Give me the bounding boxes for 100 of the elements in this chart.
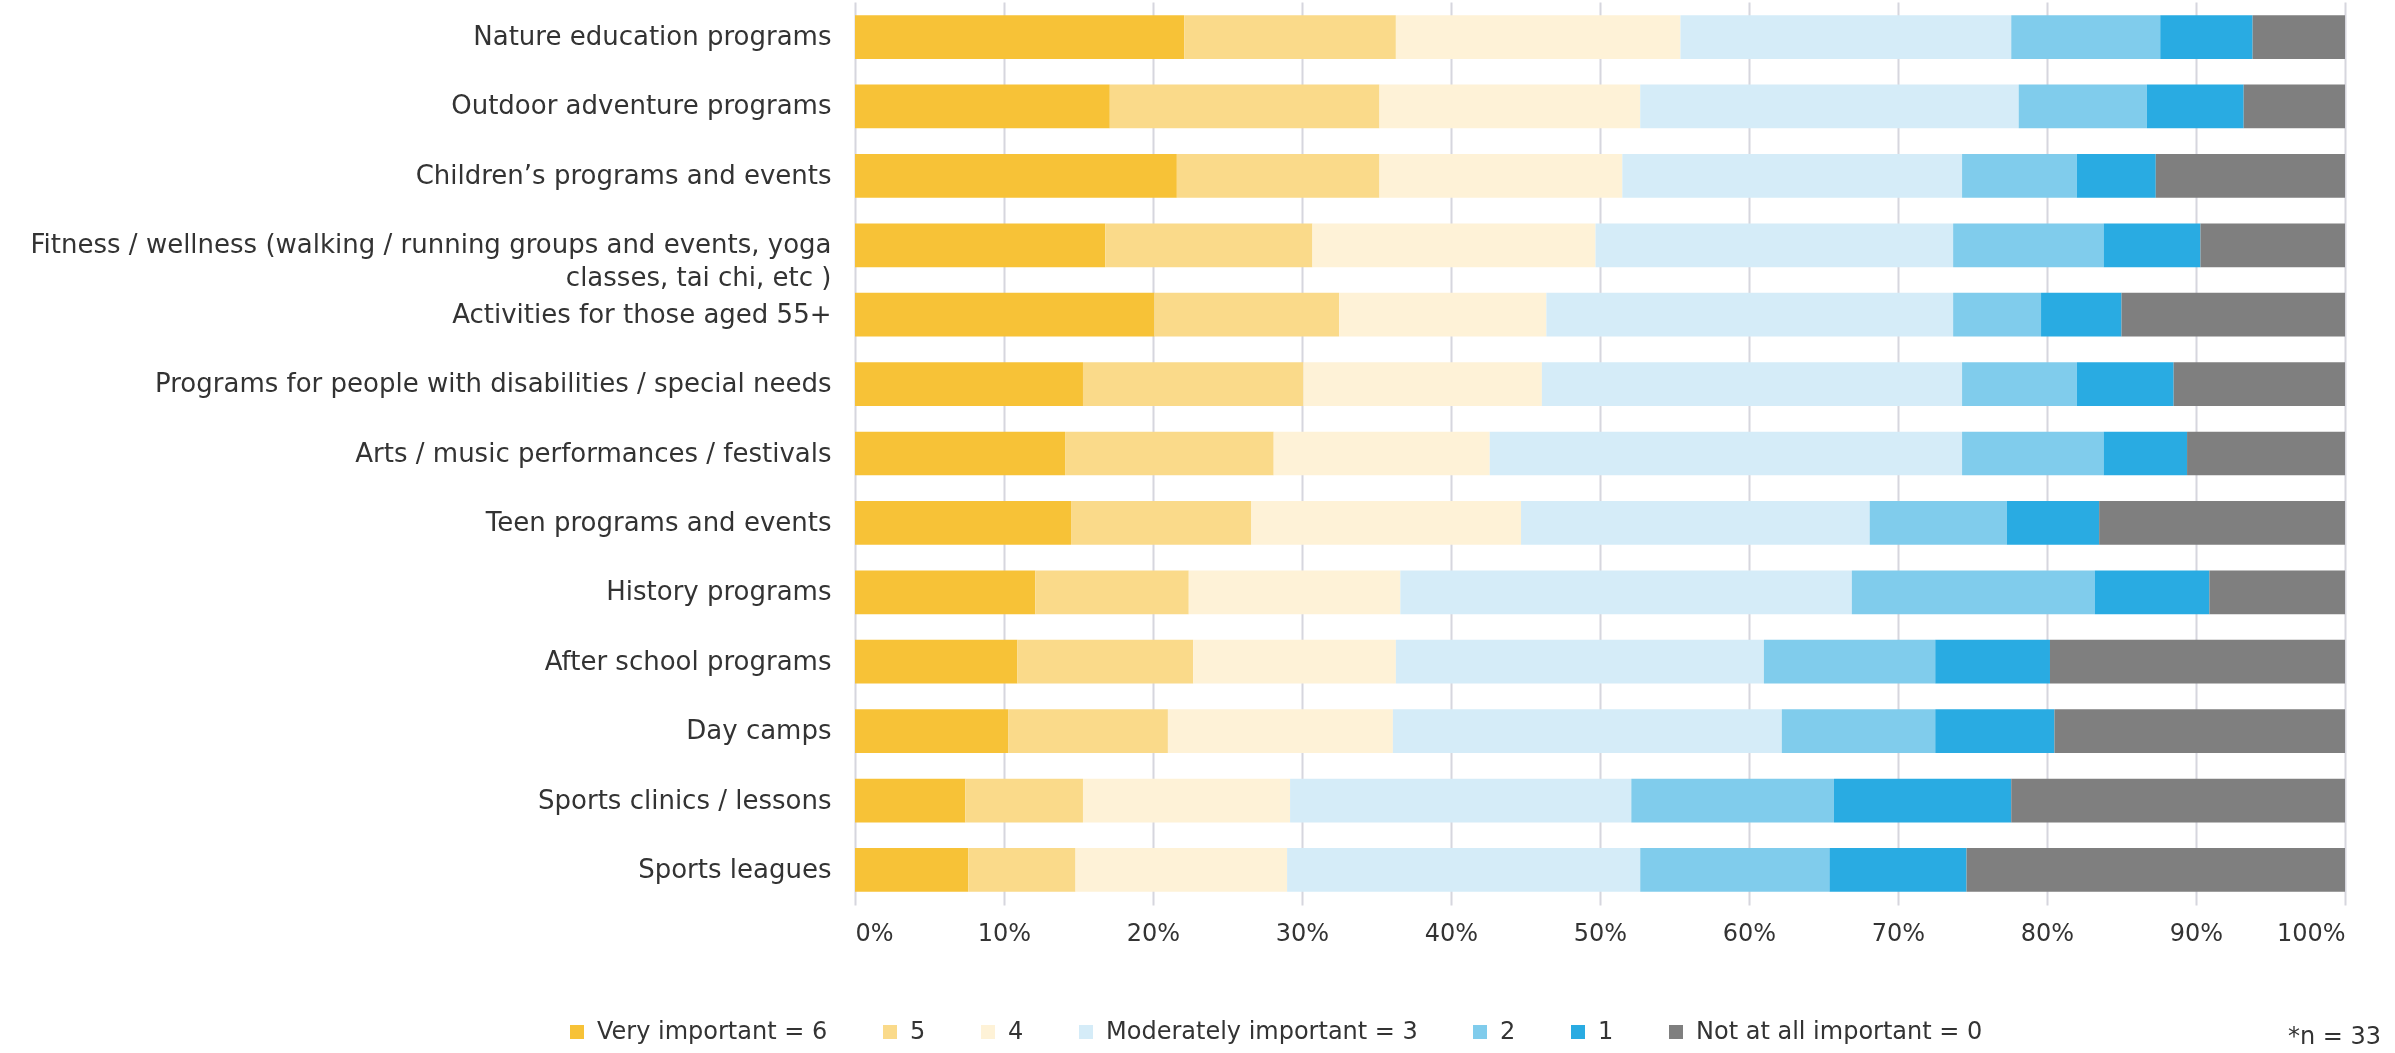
y-tick-label: Sports leagues [638, 853, 832, 884]
legend-label: 4 [1008, 1017, 1024, 1045]
bar [1829, 848, 1967, 892]
bar [1935, 639, 2050, 684]
bar [2155, 154, 2345, 198]
bar [1962, 362, 2077, 406]
bar [2094, 570, 2210, 615]
bar [1521, 501, 1870, 545]
y-tick-label: Activities for those aged 55+ [452, 298, 832, 329]
y-tick-label: Fitness / wellness (walking / running groups and events, yoga classes, tai chi, etc ) [30, 229, 832, 293]
bar [1379, 154, 1623, 198]
bar [1109, 84, 1380, 129]
x-tick-label: 40% [1424, 918, 1479, 947]
legend-label: Very important = 6 [597, 1017, 828, 1045]
bar [2200, 223, 2345, 268]
bar [1082, 778, 1291, 823]
bar [1962, 431, 2104, 476]
bar [1392, 709, 1782, 753]
bar [2146, 84, 2244, 129]
x-tick-label: 70% [1871, 918, 1926, 947]
bar [1546, 292, 1954, 337]
bar [1312, 223, 1596, 268]
bar [2209, 570, 2345, 615]
bar [1489, 431, 1963, 476]
bar [1303, 362, 1542, 406]
bar [1273, 431, 1490, 476]
bar [1851, 570, 2095, 615]
bar [1640, 84, 2019, 129]
x-tick-label: 20% [1126, 918, 1181, 947]
y-tick-label: Children’s programs and events [415, 159, 832, 190]
bar [1763, 639, 1936, 684]
y-tick-label: Programs for people with disabilities / special needs [155, 368, 832, 399]
bar [2011, 15, 2161, 59]
bar [2054, 709, 2345, 753]
bar [1339, 292, 1547, 337]
bar [1833, 778, 2012, 823]
bar [2076, 362, 2174, 406]
bar [855, 501, 1072, 545]
y-tick-label: After school programs [544, 645, 832, 676]
bar [1193, 639, 1396, 684]
bar [1869, 501, 2007, 545]
legend-label: 2 [1500, 1017, 1516, 1045]
bar [855, 431, 1066, 476]
bar [1176, 154, 1380, 198]
x-tick-label: 80% [2020, 918, 2075, 947]
bar [1953, 292, 2042, 337]
x-tick-label: 0% [855, 918, 894, 947]
bar [1962, 154, 2077, 198]
bar [1400, 570, 1852, 615]
bar [2173, 362, 2345, 406]
bar [2252, 15, 2345, 59]
x-tick-label: 50% [1573, 918, 1628, 947]
x-tick-label: 10% [977, 918, 1032, 947]
bar [1167, 709, 1393, 753]
bar [855, 570, 1036, 615]
bar [1622, 154, 1963, 198]
bar [1188, 570, 1401, 615]
bar [855, 154, 1177, 198]
bar [1017, 639, 1194, 684]
bar [2160, 15, 2253, 59]
bar [1071, 501, 1252, 545]
legend-label: Moderately important = 3 [1106, 1017, 1418, 1045]
bar [855, 292, 1155, 337]
bar [2049, 639, 2345, 684]
y-tick-label: Outdoor adventure programs [451, 90, 832, 121]
bar [2076, 154, 2156, 198]
bar [1035, 570, 1189, 615]
bar [1251, 501, 1522, 545]
bar [1290, 778, 1632, 823]
legend-label: Not at all important = 0 [1696, 1017, 1983, 1045]
bar [2121, 292, 2345, 337]
y-tick-label: Day camps [686, 715, 832, 746]
y-tick-label: Nature education programs [473, 21, 832, 52]
x-tick-label: 90% [2169, 918, 2224, 947]
bar [855, 639, 1018, 684]
bar [855, 362, 1083, 406]
bar [855, 778, 966, 823]
bar [2103, 223, 2201, 268]
legend-label: 1 [1598, 1017, 1614, 1045]
bar [1184, 15, 1396, 59]
bar [2041, 292, 2122, 337]
bar [1065, 431, 1274, 476]
bar [855, 84, 1110, 129]
bar [1781, 709, 1936, 753]
x-tick-label: 30% [1275, 918, 1330, 947]
bar [968, 848, 1076, 892]
legend-label: 5 [910, 1017, 926, 1045]
bar [855, 848, 969, 892]
bar [2011, 778, 2345, 823]
bar [2099, 501, 2345, 545]
bar [1935, 709, 2055, 753]
y-tick-label: Arts / music performances / festivals [355, 437, 832, 468]
bar [965, 778, 1083, 823]
bar [1287, 848, 1641, 892]
y-tick-label: History programs [606, 576, 832, 607]
bar [1154, 292, 1340, 337]
y-tick-label: Teen programs and events [484, 506, 832, 537]
text: *n = 33 [2287, 1022, 2381, 1050]
bar [1595, 223, 1954, 268]
bar [2103, 431, 2188, 476]
